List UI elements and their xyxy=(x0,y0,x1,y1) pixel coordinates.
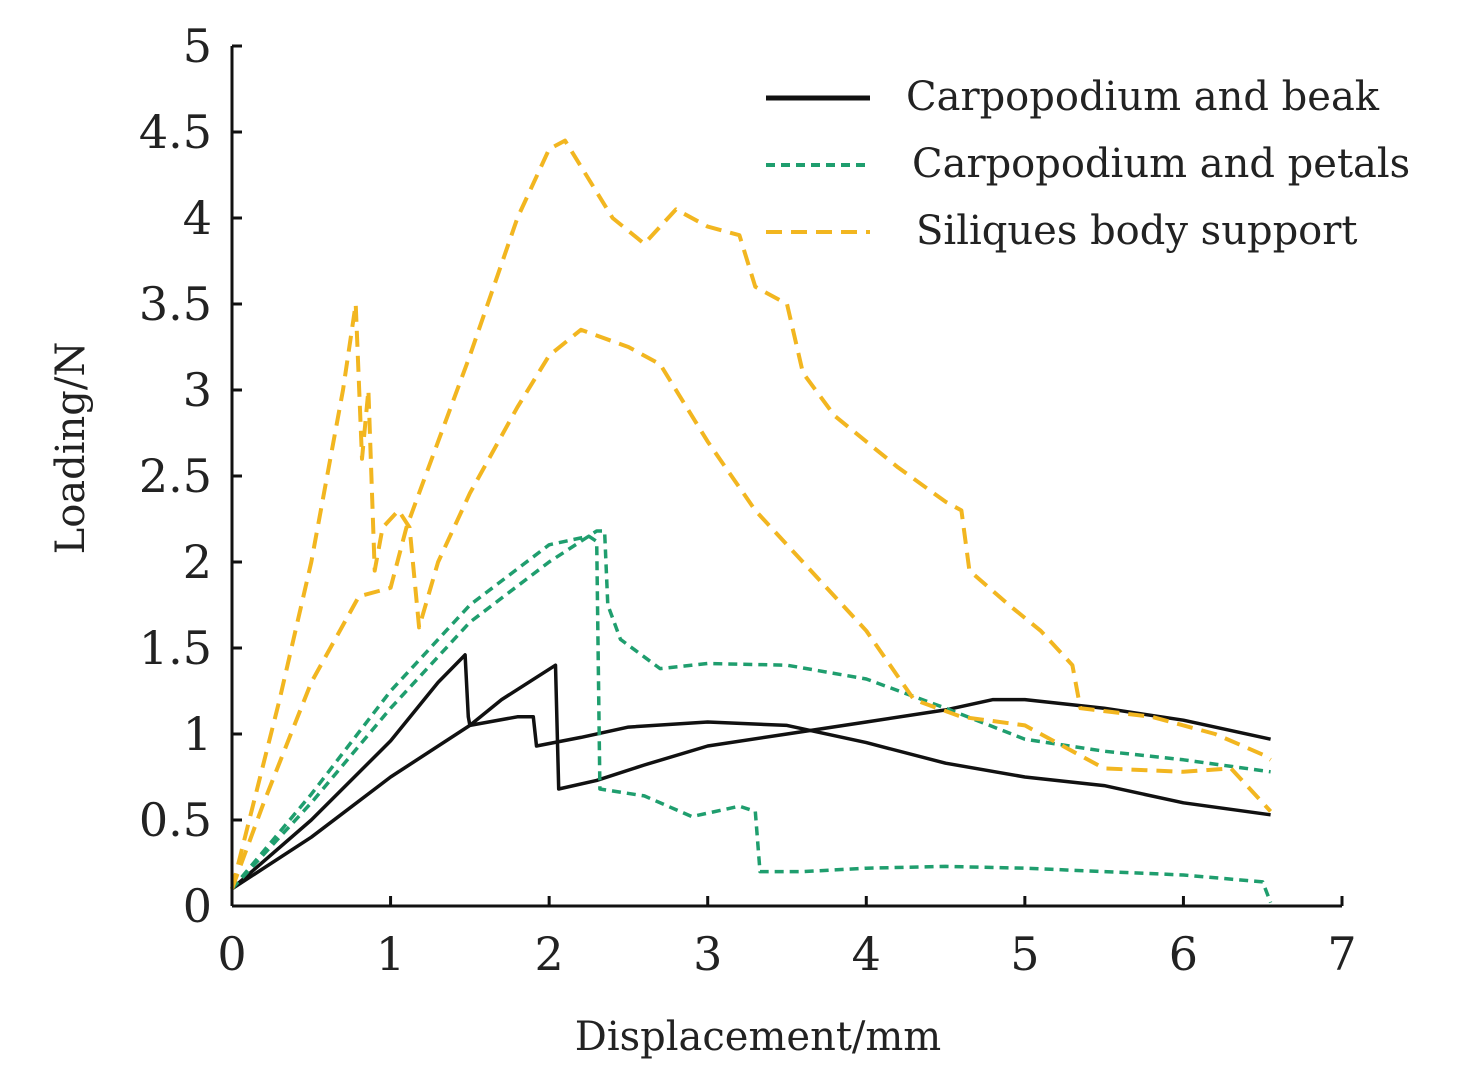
y-tick-label: 1.5 xyxy=(139,621,212,675)
ticks-layer: 0 1 2 3 4 5 6 7 0 0.5 1 1.5 2 2.5 3 3.5 4 4.5 5 xyxy=(139,19,1357,981)
x-tick-label: 1 xyxy=(376,927,405,981)
legend-label: Carpopodium and beak xyxy=(906,74,1380,120)
y-tick-label: 4 xyxy=(183,191,212,245)
y-tick-label: 5 xyxy=(183,19,212,73)
y-tick-label: 1 xyxy=(183,707,212,761)
legend: Carpopodium and beak Carpopodium and peta… xyxy=(766,74,1410,254)
legend-label: Siliques body support xyxy=(916,208,1357,254)
x-tick-label: 3 xyxy=(693,927,722,981)
x-tick-label: 7 xyxy=(1327,927,1356,981)
x-axis-title: Displacement/mm xyxy=(575,1014,941,1060)
y-tick-label: 2 xyxy=(183,535,212,589)
x-tick-label: 2 xyxy=(535,927,564,981)
series-line-petals xyxy=(230,529,1271,890)
y-tick-label: 0 xyxy=(183,879,212,933)
series-line-beak xyxy=(231,715,1271,891)
y-tick-label: 4.5 xyxy=(139,105,212,159)
series-layer xyxy=(230,138,1273,904)
y-tick-label: 0.5 xyxy=(139,793,212,847)
y-tick-label: 3.5 xyxy=(139,277,212,331)
x-tick-label: 0 xyxy=(217,927,246,981)
series-line-beak xyxy=(230,653,1271,891)
x-tick-label: 4 xyxy=(852,927,881,981)
y-tick-label: 2.5 xyxy=(139,449,212,503)
x-tick-label: 5 xyxy=(1010,927,1039,981)
series-line-support xyxy=(230,138,1272,890)
x-tick-label: 6 xyxy=(1169,927,1198,981)
series-line-petals xyxy=(230,534,1273,904)
legend-label: Carpopodium and petals xyxy=(912,141,1410,187)
series-line-support xyxy=(230,302,1273,890)
y-tick-label: 3 xyxy=(183,363,212,417)
y-axis-title: Loading/N xyxy=(48,342,94,555)
